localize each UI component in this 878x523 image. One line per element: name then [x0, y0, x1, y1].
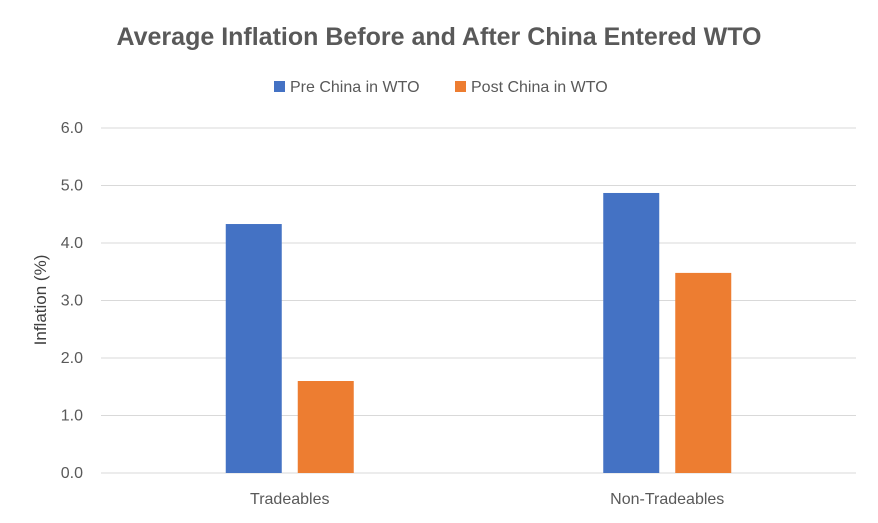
chart-title: Average Inflation Before and After China… — [117, 23, 762, 51]
legend-label: Post China in WTO — [471, 79, 608, 96]
x-category-label: Non-Tradeables — [610, 491, 724, 508]
bar-pre-0 — [225, 224, 282, 473]
y-tick-label: 5.0 — [61, 178, 83, 195]
y-tick-label: 3.0 — [61, 293, 83, 310]
bar-pre-1 — [603, 192, 660, 473]
x-axis-categories: Tradeables Non-Tradeables — [250, 491, 724, 508]
y-tick-label: 0.0 — [61, 465, 83, 482]
legend-swatch — [274, 81, 285, 92]
y-axis-ticks: 0.0 1.0 2.0 3.0 4.0 5.0 6.0 — [61, 120, 83, 482]
x-category-label: Tradeables — [250, 491, 329, 508]
legend-label: Pre China in WTO — [290, 79, 420, 96]
bar-post-1 — [675, 272, 732, 473]
y-tick-label: 6.0 — [61, 120, 83, 137]
bar-post-0 — [297, 381, 354, 473]
y-tick-label: 2.0 — [61, 350, 83, 367]
chart-legend: Pre China in WTO Post China in WTO — [274, 79, 608, 96]
legend-swatch — [455, 81, 466, 92]
bars — [225, 192, 732, 473]
gridlines — [101, 127, 856, 474]
y-axis-title: Inflation (%) — [31, 255, 50, 346]
y-tick-label: 4.0 — [61, 235, 83, 252]
y-tick-label: 1.0 — [61, 408, 83, 425]
